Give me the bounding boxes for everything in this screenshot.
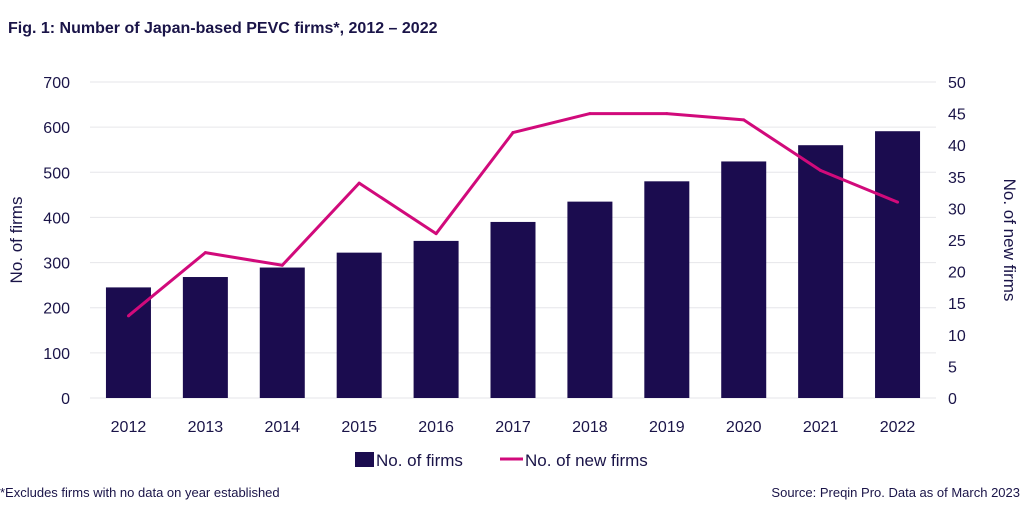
y2-tick-label: 15 [948,296,966,313]
line-point [588,112,592,116]
y2-tick-label: 50 [948,75,966,92]
x-tick-label: 2019 [649,419,685,436]
bar [336,252,382,398]
y-tick-label: 500 [43,165,70,182]
x-tick-label: 2012 [111,419,147,436]
y2-tick-label: 25 [948,233,966,250]
y2-tick-label: 35 [948,170,966,187]
bar [567,201,613,398]
y-tick-label: 0 [61,391,70,408]
x-tick-label: 2014 [264,419,300,436]
line-point [742,118,746,122]
line-point [357,181,361,185]
chart-title: Fig. 1: Number of Japan-based PEVC firms… [8,20,438,37]
line-point [896,200,900,204]
legend-bar-label: No. of firms [376,451,463,470]
legend-bar-swatch [355,452,374,467]
y2-tick-label: 30 [948,201,966,218]
x-tick-label: 2016 [418,419,454,436]
right-axis-ticks: 0 5 10 15 20 25 30 35 40 45 50 [948,75,966,408]
bar [413,240,459,398]
y2-tick-label: 10 [948,328,966,345]
bar [644,181,690,398]
y2-tick-label: 45 [948,107,966,124]
line-point [203,251,207,255]
x-tick-label: 2015 [341,419,377,436]
y2-tick-label: 20 [948,265,966,282]
legend-line-label: No. of new firms [525,451,648,470]
line-point [434,232,438,236]
y2-tick-label: 0 [948,391,957,408]
bar [182,277,228,398]
bar [721,161,767,398]
line-point [280,263,284,267]
x-axis-ticks: 2012 2013 2014 2015 2016 2017 2018 2019 2020 2021… [111,419,916,436]
bar-series [105,131,921,398]
x-tick-label: 2021 [803,419,839,436]
bar [259,267,305,398]
y-tick-label: 200 [43,301,70,318]
x-tick-label: 2020 [726,419,762,436]
line-point [126,314,130,318]
y2-tick-label: 40 [948,138,966,155]
bar [105,287,151,398]
x-tick-label: 2013 [188,419,224,436]
y-tick-label: 600 [43,120,70,137]
source-note: Source: Preqin Pro. Data as of March 202… [771,485,1020,500]
footnote: *Excludes firms with no data on year est… [0,485,280,500]
y2-tick-label: 5 [948,359,957,376]
y-axis-title: No. of firms [7,197,26,284]
legend: No. of firms No. of new firms [355,451,648,470]
y-tick-label: 300 [43,256,70,273]
line-point [511,131,515,135]
y-tick-label: 700 [43,75,70,92]
line-point [665,112,669,116]
x-tick-label: 2022 [880,419,916,436]
y-tick-label: 100 [43,346,70,363]
bar [490,221,536,398]
x-tick-label: 2018 [572,419,608,436]
bar [798,145,844,398]
y2-axis-title: No. of new firms [1000,179,1019,302]
line-series [126,112,900,318]
y-tick-label: 400 [43,210,70,227]
x-tick-label: 2017 [495,419,531,436]
bar [875,131,921,398]
line-point [819,168,823,172]
left-axis-ticks: 0 100 200 300 400 500 600 700 [43,75,70,408]
